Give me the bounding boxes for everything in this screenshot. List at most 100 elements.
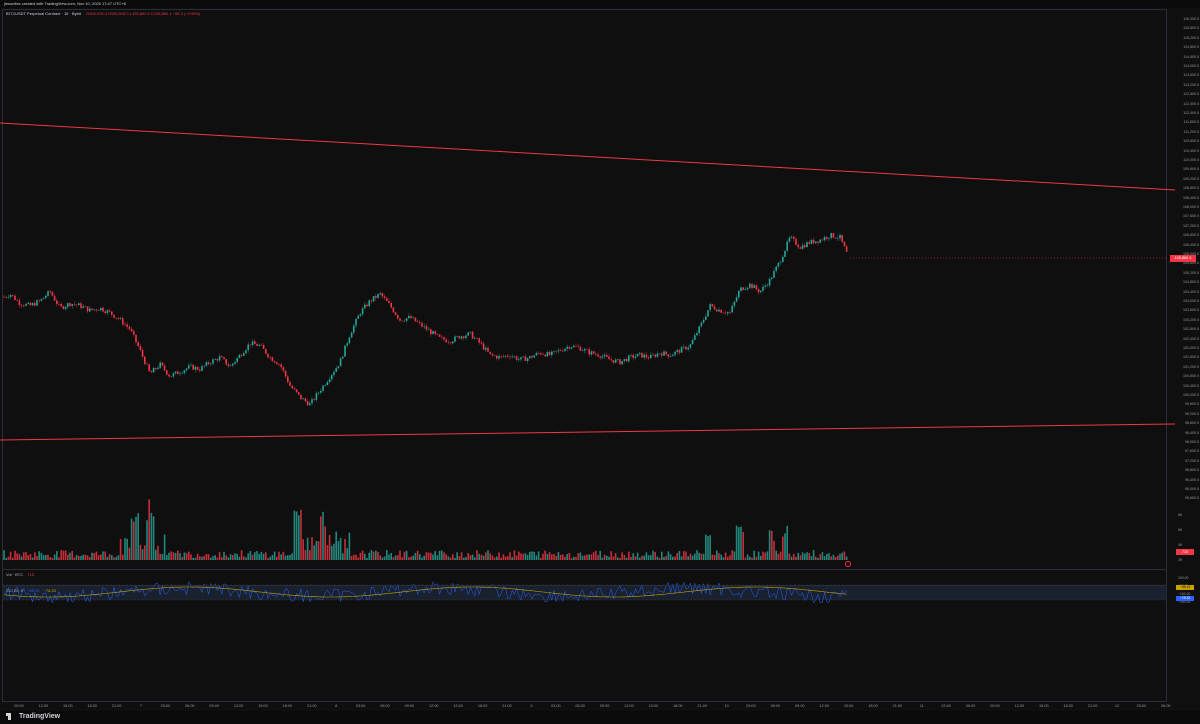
candle-body: [368, 300, 370, 307]
volume-bar: [584, 555, 586, 560]
volume-bar: [47, 554, 49, 560]
volume-bar: [744, 557, 747, 560]
volume-bar: [628, 551, 630, 560]
candle-body: [566, 346, 568, 349]
pane-separator-cci[interactable]: [2, 585, 1167, 586]
time-axis-label: 12:00: [819, 704, 829, 708]
volume-bar: [513, 550, 516, 560]
candle-body: [557, 350, 560, 352]
volume-axis-label: 6K: [1178, 528, 1183, 532]
candle-body: [260, 344, 263, 346]
candle-body: [775, 266, 777, 271]
volume-bar: [463, 557, 465, 560]
volume-bar: [685, 551, 687, 560]
time-axis-label: 12: [1114, 704, 1120, 708]
volume-bar: [672, 556, 674, 560]
volume-bar: [196, 553, 199, 560]
volume-bar: [592, 552, 595, 560]
time-axis-label: 21:00: [111, 704, 122, 708]
volume-bar: [333, 543, 335, 560]
candle-body: [621, 361, 623, 365]
volume-bar: [700, 553, 703, 560]
time-axis-label: 09:00: [795, 704, 805, 708]
candle-body: [71, 304, 73, 306]
candle-body: [815, 241, 817, 244]
candle-body: [410, 315, 412, 319]
alert-icon[interactable]: [845, 561, 851, 567]
candle-body: [436, 333, 439, 335]
candle-body: [777, 262, 780, 267]
volume-bar: [276, 556, 278, 560]
chart-frame[interactable]: [2, 9, 1167, 702]
candle-body: [304, 398, 307, 402]
time-axis[interactable]: 09:00 12:00 15:00 18:00 21:00 7 03:00 06:00 09:0…: [2, 703, 1170, 711]
volume-bar: [647, 555, 650, 560]
tradingview-logo[interactable]: TradingView: [6, 713, 60, 720]
volume-bar: [438, 550, 441, 560]
candle-body: [60, 303, 62, 307]
candle-body: [817, 241, 819, 243]
candle-body: [645, 354, 648, 358]
price-axis-label: 103,600.0: [1183, 308, 1199, 313]
candle-body: [174, 371, 177, 374]
candle-body: [148, 364, 150, 372]
volume-bar: [841, 552, 843, 560]
volume-bar: [135, 516, 137, 560]
candle-body: [555, 351, 557, 352]
volume-bar: [454, 557, 456, 560]
volume-bar: [430, 552, 432, 560]
candle-body: [399, 318, 401, 321]
candle-body: [232, 363, 234, 366]
price-axis-label: 108,800.0: [1183, 186, 1199, 191]
candle-body: [749, 283, 751, 288]
symbol-label[interactable]: BTC/USDT Perpetual Contract · 15 · Bybit: [6, 11, 81, 16]
candle-body: [36, 300, 38, 306]
candle-body: [295, 389, 298, 393]
volume-bar: [590, 554, 593, 560]
candle-body: [372, 296, 375, 302]
cci-legend[interactable]: CCI 20, 9 −58.19 −78.33: [6, 588, 56, 593]
candle-body: [443, 337, 445, 340]
candle-body: [89, 308, 91, 312]
volume-bar: [401, 557, 403, 560]
candle-body: [744, 289, 747, 290]
volume-bar: [526, 554, 529, 560]
candle-body: [135, 334, 137, 343]
volume-legend[interactable]: Vol · BTC 715: [6, 572, 34, 577]
volume-bar: [262, 553, 265, 560]
time-axis-label: 09:00: [14, 704, 24, 708]
candle-body: [205, 362, 208, 366]
volume-bar: [67, 554, 69, 560]
volume-bar: [579, 552, 582, 560]
volume-bar: [381, 557, 384, 560]
candle-body: [606, 354, 608, 357]
candle-body: [568, 346, 571, 349]
candle-body: [256, 344, 258, 346]
volume-bar: [465, 557, 467, 560]
candle-body: [67, 303, 69, 307]
candle-body: [487, 347, 489, 352]
candle-body: [795, 238, 797, 245]
symbol-legend[interactable]: BTC/USDT Perpetual Contract · 15 · Bybit…: [6, 11, 200, 16]
candle-body: [537, 353, 540, 354]
price-axis[interactable]: 116,000.0 115,600.0 115,200.0 114,800.0 114,…: [1168, 9, 1200, 702]
volume-bar: [720, 554, 722, 560]
price-axis-label: 115,200.0: [1183, 35, 1199, 40]
cci-axis-label: 200.00: [1178, 576, 1188, 580]
pane-separator-volume[interactable]: [2, 569, 1167, 570]
volume-bar: [148, 499, 150, 560]
time-axis-label: 09:00: [599, 704, 610, 708]
volume-bar: [804, 553, 806, 560]
volume-bar: [29, 554, 32, 560]
candle-body: [751, 283, 753, 288]
candle-body: [581, 350, 584, 352]
volume-bar: [328, 535, 331, 560]
time-axis-label: 06:00: [185, 704, 195, 708]
time-axis-label: 09:00: [990, 704, 1000, 708]
price-axis-label: 96,400.0: [1185, 477, 1199, 482]
price-axis-label: 102,400.0: [1183, 336, 1199, 341]
volume-bar: [577, 553, 579, 560]
price-axis-label: 116,000.0: [1183, 17, 1199, 21]
candle-body: [702, 319, 705, 323]
